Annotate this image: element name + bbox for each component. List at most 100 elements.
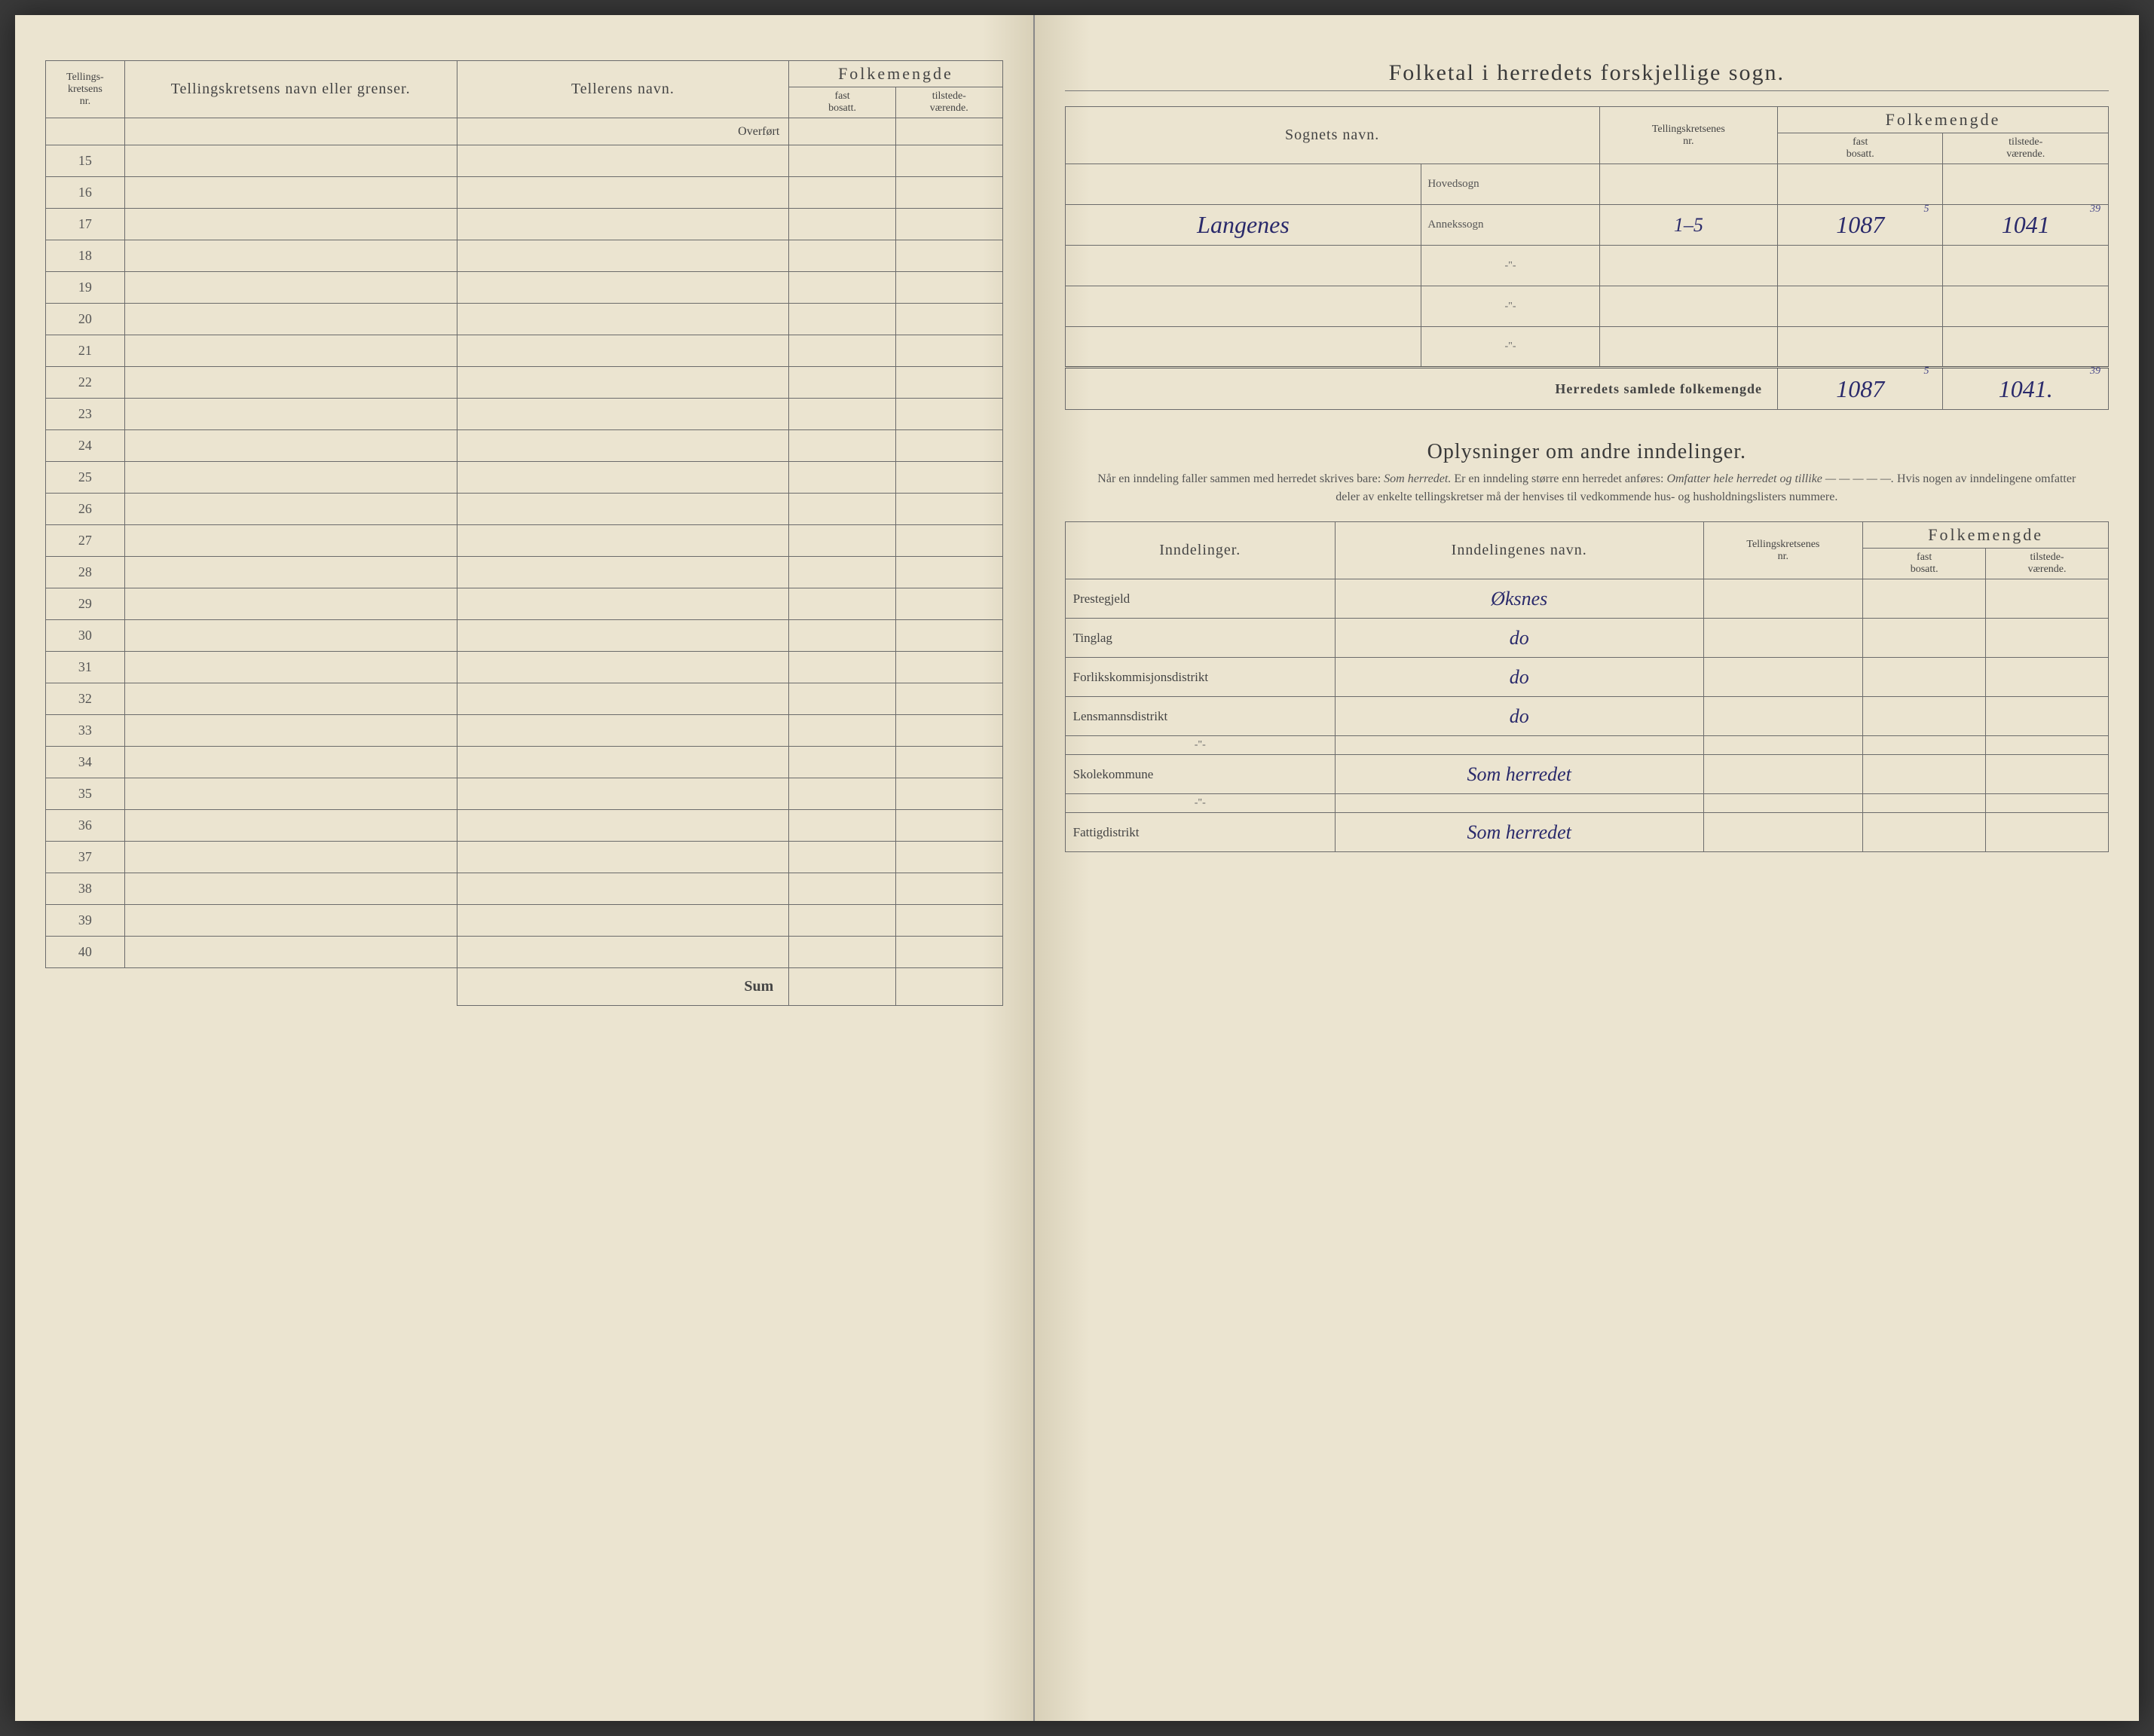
table-row: 23	[46, 399, 1003, 430]
table-row: 36	[46, 810, 1003, 842]
table-row: 27	[46, 525, 1003, 557]
sogn-row: Langenes Annekssogn 1–5 51087 391041	[1065, 205, 2108, 246]
table-row: 19	[46, 272, 1003, 304]
hdr-ind-navn: Inndelingenes navn.	[1335, 522, 1703, 579]
hdr-tilstede-r: tilstede- værende.	[1943, 133, 2109, 164]
sogn-fast	[1778, 286, 1943, 327]
row-number: 20	[46, 304, 125, 335]
table-row: 16	[46, 177, 1003, 209]
sogn-name	[1065, 327, 1421, 368]
row-number: 34	[46, 747, 125, 778]
row-number: 37	[46, 842, 125, 873]
hdr-ind-folk: Folkemengde	[1863, 522, 2109, 549]
inndeling-row: Skolekommune Som herredet	[1065, 755, 2108, 794]
inndeling-label: -"-	[1065, 794, 1335, 813]
sogn-type-label: Hovedsogn	[1421, 164, 1599, 205]
table-row: 28	[46, 557, 1003, 588]
inndeling-value: Som herredet	[1335, 755, 1703, 794]
table-row: 38	[46, 873, 1003, 905]
inndeling-row: Tinglag do	[1065, 619, 2108, 658]
inndeling-value: Som herredet	[1335, 813, 1703, 852]
row-number: 21	[46, 335, 125, 367]
sogn-krets: 1–5	[1599, 205, 1777, 246]
section2-title: Oplysninger om andre inndelinger.	[1065, 440, 2109, 464]
inndeling-value: do	[1335, 697, 1703, 736]
table-row: 35	[46, 778, 1003, 810]
sogn-name	[1065, 286, 1421, 327]
inndeling-value: Øksnes	[1335, 579, 1703, 619]
sum-row: Sum	[46, 968, 1003, 1006]
table-row: 17	[46, 209, 1003, 240]
sogn-tilstede: 391041	[1943, 205, 2109, 246]
row-number: 33	[46, 715, 125, 747]
table-row: 26	[46, 494, 1003, 525]
hdr-folkemengde: Folkemengde	[789, 61, 1002, 87]
table-row: 32	[46, 683, 1003, 715]
inndeling-label: Skolekommune	[1065, 755, 1335, 794]
table-row: 22	[46, 367, 1003, 399]
left-page: Tellings- kretsens nr. Tellingskretsens …	[15, 15, 1035, 1721]
sogn-krets	[1599, 286, 1777, 327]
row-number: 35	[46, 778, 125, 810]
table-row: 15	[46, 145, 1003, 177]
inndeling-label: -"-	[1065, 736, 1335, 755]
row-number: 26	[46, 494, 125, 525]
sogn-tilstede	[1943, 246, 2109, 286]
row-number: 29	[46, 588, 125, 620]
sogn-krets	[1599, 327, 1777, 368]
sogn-name	[1065, 246, 1421, 286]
sogn-row: -"-	[1065, 286, 2108, 327]
sogn-fast	[1778, 246, 1943, 286]
overfort-row: Overført	[46, 118, 1003, 145]
inndeling-value	[1335, 736, 1703, 755]
row-number: 40	[46, 937, 125, 968]
hdr-krets-navn: Tellingskretsens navn eller grenser.	[124, 61, 457, 118]
sogn-name	[1065, 164, 1421, 205]
right-page-title: Folketal i herredets forskjellige sogn.	[1065, 60, 2109, 91]
row-number: 24	[46, 430, 125, 462]
hdr-sogn-navn: Sognets navn.	[1065, 107, 1599, 164]
hdr-krets-nr: Tellings- kretsens nr.	[46, 61, 125, 118]
table-row: 29	[46, 588, 1003, 620]
inndeling-row: Prestegjeld Øksnes	[1065, 579, 2108, 619]
table-row: 18	[46, 240, 1003, 272]
row-number: 16	[46, 177, 125, 209]
hdr-ind-fast: fast bosatt.	[1863, 549, 1986, 579]
sogn-type-label: -"-	[1421, 246, 1599, 286]
total-tilstede: 39 1041.	[1943, 368, 2109, 410]
inndeling-row: Lensmannsdistrikt do	[1065, 697, 2108, 736]
row-number: 22	[46, 367, 125, 399]
overfort-label: Overført	[457, 118, 789, 145]
hdr-fast: fast bosatt.	[789, 87, 896, 118]
table-row: 37	[46, 842, 1003, 873]
hdr-teller-navn: Tellerens navn.	[457, 61, 789, 118]
row-number: 15	[46, 145, 125, 177]
table-row: 20	[46, 304, 1003, 335]
hdr-ind: Inndelinger.	[1065, 522, 1335, 579]
hdr-krets-nr: Tellingskretsenes nr.	[1599, 107, 1777, 164]
sogn-tilstede	[1943, 164, 2109, 205]
table-row: 21	[46, 335, 1003, 367]
sogn-krets	[1599, 246, 1777, 286]
total-row: Herredets samlede folkemengde 5 1087 39 …	[1065, 368, 2108, 410]
row-number: 19	[46, 272, 125, 304]
table-row: 33	[46, 715, 1003, 747]
inndeling-value: do	[1335, 619, 1703, 658]
row-number: 36	[46, 810, 125, 842]
document-spread: Tellings- kretsens nr. Tellingskretsens …	[15, 15, 2139, 1721]
sogn-type-label: -"-	[1421, 286, 1599, 327]
table-row: 34	[46, 747, 1003, 778]
sogn-fast	[1778, 164, 1943, 205]
inndeling-row: Forlikskommisjonsdistrikt do	[1065, 658, 2108, 697]
inndeling-row: -"-	[1065, 794, 2108, 813]
right-page: Folketal i herredets forskjellige sogn. …	[1035, 15, 2139, 1721]
inndeling-row: Fattigdistrikt Som herredet	[1065, 813, 2108, 852]
left-census-table: Tellings- kretsens nr. Tellingskretsens …	[45, 60, 1003, 1006]
table-row: 30	[46, 620, 1003, 652]
sogn-name: Langenes	[1065, 205, 1421, 246]
table-row: 24	[46, 430, 1003, 462]
hdr-fast-r: fast bosatt.	[1778, 133, 1943, 164]
sogn-fast: 51087	[1778, 205, 1943, 246]
row-number: 23	[46, 399, 125, 430]
row-number: 25	[46, 462, 125, 494]
